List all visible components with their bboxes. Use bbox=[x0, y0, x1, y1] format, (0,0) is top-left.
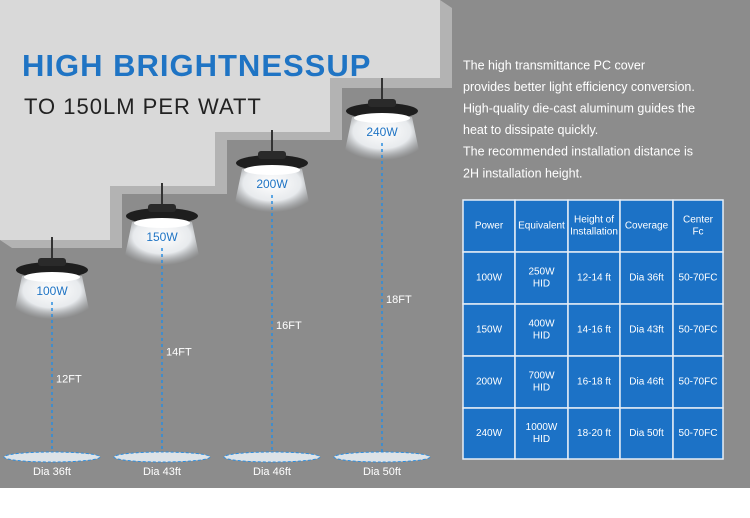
light-beam bbox=[122, 222, 202, 270]
description-line: High-quality die-cast aluminum guides th… bbox=[463, 101, 695, 115]
table-cell bbox=[619, 251, 674, 305]
lamp-lens bbox=[354, 113, 410, 123]
table-cell bbox=[514, 199, 569, 253]
table-text: 50-70FC bbox=[679, 377, 718, 388]
wattage-label: 100W bbox=[36, 284, 68, 298]
table-cell bbox=[462, 303, 516, 357]
table-header: Height of bbox=[574, 215, 614, 226]
diameter-label: Dia 36ft bbox=[33, 466, 71, 478]
table-text: 50-70FC bbox=[679, 325, 718, 336]
table-text: 50-70FC bbox=[679, 428, 718, 439]
table-text: 400W bbox=[528, 319, 555, 330]
table-text: HID bbox=[533, 434, 550, 445]
description-line: 2H installation height. bbox=[463, 166, 583, 180]
table-cell bbox=[672, 303, 724, 357]
table-text: Dia 36ft bbox=[629, 273, 664, 284]
staircase-shadow bbox=[0, 0, 452, 248]
staircase bbox=[0, 0, 440, 240]
table-cell bbox=[672, 407, 724, 460]
table-text: 150W bbox=[476, 325, 503, 336]
description-line: heat to dissipate quickly. bbox=[463, 123, 598, 137]
height-label: 18FT bbox=[386, 294, 412, 306]
table-text: HID bbox=[533, 279, 550, 290]
diameter-label: Dia 43ft bbox=[143, 466, 181, 478]
diameter-label: Dia 50ft bbox=[363, 466, 401, 478]
table-text: 14-16 ft bbox=[577, 325, 611, 336]
light-beam bbox=[342, 117, 422, 165]
light-beam bbox=[12, 276, 92, 324]
table-header: Installation bbox=[570, 227, 618, 238]
lamp-top bbox=[368, 99, 396, 107]
table-text: Dia 50ft bbox=[629, 428, 664, 439]
diameter-label: Dia 46ft bbox=[253, 466, 291, 478]
height-label: 12FT bbox=[56, 373, 82, 385]
wattage-label: 240W bbox=[366, 125, 398, 139]
table-cell bbox=[672, 199, 724, 253]
table-cell bbox=[462, 199, 516, 253]
description-line: provides better light efficiency convers… bbox=[463, 80, 695, 94]
table-text: 250W bbox=[528, 267, 555, 278]
wattage-label: 150W bbox=[146, 230, 178, 244]
table-text: 50-70FC bbox=[679, 273, 718, 284]
coverage-ellipse bbox=[3, 451, 101, 463]
table-text: 12-14 ft bbox=[577, 273, 611, 284]
table-header: Coverage bbox=[625, 221, 669, 232]
table-cell bbox=[619, 355, 674, 409]
table-text: Dia 46ft bbox=[629, 377, 664, 388]
table-text: 700W bbox=[528, 371, 555, 382]
table-header: Fc bbox=[692, 227, 703, 238]
table-text: 1000W bbox=[526, 422, 558, 433]
table-cell bbox=[567, 303, 621, 357]
lamp-lens bbox=[134, 218, 190, 228]
table-cell bbox=[567, 199, 621, 253]
description: The high transmittance PC cover provides … bbox=[463, 58, 695, 180]
description-line: The high transmittance PC cover bbox=[463, 58, 645, 72]
table-cell bbox=[567, 407, 621, 460]
table-header: Power bbox=[475, 221, 504, 232]
table-cell bbox=[619, 407, 674, 460]
coverage-ellipse bbox=[333, 451, 431, 463]
description-line: The recommended installation distance is bbox=[463, 145, 693, 159]
height-label: 14FT bbox=[166, 346, 192, 358]
lamp-top bbox=[38, 258, 66, 266]
light-beam bbox=[232, 169, 312, 217]
table-cell bbox=[567, 355, 621, 409]
lamps: 100W 12FT Dia 36ft 150W 14FT Dia 43ft 200W 16FT… bbox=[3, 78, 431, 478]
table-header: Equivalent bbox=[518, 221, 565, 232]
table-text: 16-18 ft bbox=[577, 377, 611, 388]
table-text: 100W bbox=[476, 273, 503, 284]
table-text: Dia 43ft bbox=[629, 325, 664, 336]
lamp-lens bbox=[244, 165, 300, 175]
coverage-ellipse bbox=[113, 451, 211, 463]
table-text: HID bbox=[533, 331, 550, 342]
table-cell bbox=[514, 407, 569, 460]
table-text: 18-20 ft bbox=[577, 428, 611, 439]
lamp-top bbox=[148, 204, 176, 212]
lamp-top bbox=[258, 151, 286, 159]
table-text: HID bbox=[533, 383, 550, 394]
coverage-ellipse bbox=[223, 451, 321, 463]
table-header: Center bbox=[683, 215, 714, 226]
subtitle: TO 150LM PER WATT bbox=[24, 94, 262, 119]
wattage-label: 200W bbox=[256, 177, 288, 191]
lamp-lens bbox=[24, 272, 80, 282]
height-label: 16FT bbox=[276, 320, 302, 332]
title: HIGH BRIGHTNESSUP bbox=[22, 48, 371, 83]
table-cell bbox=[619, 199, 674, 253]
table-text: 240W bbox=[476, 428, 503, 439]
table-text: 200W bbox=[476, 377, 503, 388]
